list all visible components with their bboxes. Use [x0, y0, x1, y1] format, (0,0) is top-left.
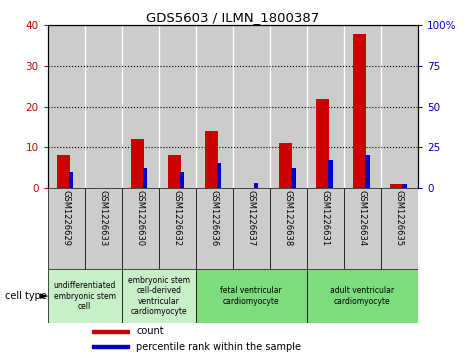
- Bar: [69, 172, 73, 188]
- Text: percentile rank within the sample: percentile rank within the sample: [136, 342, 302, 352]
- Bar: [270, 188, 307, 269]
- Bar: [353, 33, 366, 188]
- Text: GSM1226638: GSM1226638: [284, 190, 293, 246]
- Bar: [92, 345, 129, 348]
- Bar: [196, 25, 233, 188]
- Text: GSM1226637: GSM1226637: [247, 190, 256, 246]
- Text: fetal ventricular
cardiomyocyte: fetal ventricular cardiomyocyte: [220, 286, 282, 306]
- Bar: [85, 188, 122, 269]
- Bar: [307, 269, 418, 323]
- Bar: [196, 188, 233, 269]
- Bar: [196, 269, 307, 323]
- Bar: [180, 172, 184, 188]
- Bar: [217, 163, 221, 188]
- Text: GSM1226635: GSM1226635: [395, 190, 404, 246]
- Bar: [122, 269, 196, 323]
- Text: GSM1226630: GSM1226630: [136, 190, 144, 246]
- Text: GSM1226636: GSM1226636: [210, 190, 218, 246]
- Text: undifferentiated
embryonic stem
cell: undifferentiated embryonic stem cell: [53, 281, 116, 311]
- Text: adult ventricular
cardiomyocyte: adult ventricular cardiomyocyte: [331, 286, 395, 306]
- Bar: [390, 184, 403, 188]
- Bar: [205, 131, 218, 188]
- Bar: [402, 184, 407, 188]
- Bar: [233, 188, 270, 269]
- Bar: [168, 155, 180, 188]
- Bar: [57, 155, 69, 188]
- Bar: [122, 188, 159, 269]
- Bar: [122, 25, 159, 188]
- Bar: [381, 188, 418, 269]
- Bar: [254, 183, 258, 188]
- Bar: [307, 25, 344, 188]
- Bar: [291, 168, 295, 188]
- Bar: [48, 188, 85, 269]
- Bar: [143, 168, 147, 188]
- Text: GSM1226632: GSM1226632: [173, 190, 181, 246]
- Bar: [279, 143, 292, 188]
- Text: cell type: cell type: [5, 291, 47, 301]
- Bar: [131, 139, 143, 188]
- Bar: [307, 188, 344, 269]
- Text: ►: ►: [40, 291, 49, 301]
- Bar: [233, 25, 270, 188]
- Bar: [159, 25, 196, 188]
- Title: GDS5603 / ILMN_1800387: GDS5603 / ILMN_1800387: [146, 11, 319, 24]
- Bar: [85, 25, 122, 188]
- Bar: [270, 25, 307, 188]
- Bar: [159, 188, 196, 269]
- Bar: [316, 98, 329, 188]
- Bar: [328, 160, 332, 188]
- Text: embryonic stem
cell-derived
ventricular
cardiomyocyte: embryonic stem cell-derived ventricular …: [128, 276, 190, 316]
- Text: GSM1226633: GSM1226633: [99, 190, 107, 246]
- Text: count: count: [136, 326, 164, 337]
- Bar: [344, 25, 381, 188]
- Bar: [48, 269, 122, 323]
- Bar: [48, 25, 85, 188]
- Bar: [92, 330, 129, 333]
- Text: GSM1226631: GSM1226631: [321, 190, 330, 246]
- Text: GSM1226629: GSM1226629: [62, 190, 70, 246]
- Text: GSM1226634: GSM1226634: [358, 190, 367, 246]
- Bar: [344, 188, 381, 269]
- Bar: [381, 25, 418, 188]
- Bar: [365, 155, 370, 188]
